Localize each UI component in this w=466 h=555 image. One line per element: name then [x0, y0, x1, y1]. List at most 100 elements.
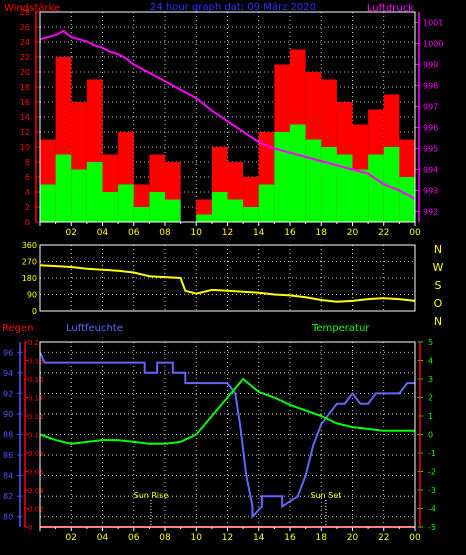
- compass-label: S: [435, 279, 442, 292]
- y-tick-label-right: 1000: [423, 40, 443, 49]
- x-tick-label: 20: [347, 228, 359, 238]
- rain-tick-label: 0.04: [28, 487, 44, 495]
- humidity-tick-label: 88: [3, 431, 13, 440]
- humidity-tick-label: 96: [3, 348, 13, 357]
- humidity-tick-label: 84: [3, 472, 13, 481]
- rain-tick-label: 0.18: [28, 358, 44, 366]
- y-tick-label-left: 22: [20, 53, 30, 62]
- temperature-tick-label: 2: [428, 394, 433, 403]
- x-tick-label: 16: [284, 533, 296, 543]
- wind-bar: [274, 132, 290, 222]
- wind-bar: [243, 207, 259, 222]
- humidity-tick-label: 94: [3, 369, 13, 378]
- rain-tick-label: 0.16: [28, 376, 44, 384]
- direction-tick-label: 0: [32, 307, 37, 316]
- wind-bar: [305, 139, 322, 222]
- temperature-tick-label: 5: [428, 338, 433, 347]
- y-tick-label-right: 995: [423, 145, 438, 154]
- x-tick-label: 00: [409, 533, 421, 543]
- direction-tick-label: 90: [27, 291, 37, 300]
- x-tick-label: 02: [66, 533, 77, 543]
- wind-bar: [352, 169, 369, 222]
- x-tick-label: 18: [316, 228, 328, 238]
- y-tick-label-left: 26: [20, 23, 30, 32]
- x-tick-label: 18: [316, 533, 328, 543]
- y-tick-label-right: 993: [423, 187, 438, 196]
- y-tick-label-left: 2: [25, 203, 30, 212]
- y-tick-label-right: 992: [423, 208, 438, 217]
- y-tick-label-right: 1001: [423, 19, 443, 28]
- temperature-line: [39, 377, 415, 445]
- sun-event-label: Sun Rise: [134, 491, 169, 500]
- temperature-tick-label: 3: [428, 375, 433, 384]
- y-tick-label-left: 12: [20, 128, 30, 137]
- rain-tick-label: 0.02: [28, 506, 44, 514]
- x-tick-label: 10: [191, 533, 203, 543]
- x-tick-label: 00: [409, 228, 421, 238]
- compass-label: N: [434, 243, 442, 256]
- temperature-tick-label: 1: [428, 412, 433, 421]
- rain-tick-label: 0.12: [28, 413, 44, 421]
- x-tick-label: 22: [378, 533, 389, 543]
- x-tick-label: 08: [159, 533, 171, 543]
- x-tick-label: 06: [128, 228, 140, 238]
- wind-bar: [399, 177, 415, 222]
- temperature-tick-label: -2: [428, 468, 436, 477]
- temperature-tick-label: -4: [428, 505, 436, 514]
- wind-bar: [336, 154, 353, 222]
- x-tick-label: 02: [66, 228, 77, 238]
- wind-bar: [211, 192, 228, 222]
- humidity-line: [39, 351, 415, 520]
- wind-bar: [86, 162, 103, 222]
- right-axis-title: Luftdruck: [367, 3, 414, 14]
- wind-bar: [118, 184, 134, 222]
- y-tick-label-right: 994: [423, 166, 438, 175]
- y-tick-label-left: 14: [20, 113, 30, 122]
- compass-label: N: [434, 315, 442, 328]
- compass-label: O: [434, 297, 443, 310]
- y-tick-label-left: 8: [25, 158, 30, 167]
- humidity-tick-label: 82: [3, 492, 13, 501]
- x-tick-label: 16: [284, 228, 296, 238]
- humidity-tick-label: 92: [3, 389, 13, 398]
- x-tick-label: 20: [347, 533, 359, 543]
- y-tick-label-left: 6: [25, 173, 30, 182]
- x-tick-label: 22: [378, 228, 389, 238]
- y-tick-label-right: 996: [423, 124, 438, 133]
- wind-bar: [227, 199, 244, 222]
- direction-tick-label: 180: [22, 274, 37, 283]
- direction-tick-label: 360: [22, 241, 37, 250]
- temperature-tick-label: 0: [428, 431, 433, 440]
- wind-bar: [368, 154, 384, 222]
- y-tick-label-left: 20: [20, 68, 30, 77]
- x-tick-label: 14: [253, 228, 265, 238]
- temperature-axis-title: Temperatur: [311, 323, 370, 334]
- humidity-tick-label: 90: [3, 410, 13, 419]
- chart-title: 24 hour graph dat: 09 März 2020: [150, 2, 316, 13]
- humidity-tick-label: 86: [3, 451, 13, 460]
- x-tick-label: 10: [191, 228, 203, 238]
- temperature-tick-label: -3: [428, 486, 436, 495]
- rain-tick-label: 0.2: [28, 339, 39, 347]
- rain-tick-label: 0.06: [28, 469, 44, 477]
- wind-bar: [321, 147, 337, 222]
- wind-bar: [55, 154, 72, 222]
- wind-bar: [290, 124, 306, 222]
- wind-direction-line: [39, 264, 416, 303]
- rain-axis-title: Regen: [2, 323, 34, 334]
- x-tick-label: 12: [222, 228, 233, 238]
- humidity-temperature-rain-panel: Regen Luftfeuchte Temperatur 0 0.02 0.04 0.06 0…: [2, 323, 436, 543]
- x-tick-label: 06: [128, 533, 140, 543]
- wind-bar: [40, 184, 56, 222]
- y-tick-label-left: 4: [25, 188, 30, 197]
- temperature-tick-label: -5: [428, 523, 436, 532]
- y-tick-label-left: 18: [20, 83, 30, 92]
- wind-bar: [133, 207, 150, 222]
- wind-pressure-panel: Windstärke 24 hour graph dat: 09 März 202…: [4, 2, 443, 238]
- x-tick-label: 04: [97, 228, 109, 238]
- temperature-tick-label: 4: [428, 357, 433, 366]
- x-tick-label: 08: [159, 228, 171, 238]
- rain-tick-label: 0.14: [28, 395, 44, 403]
